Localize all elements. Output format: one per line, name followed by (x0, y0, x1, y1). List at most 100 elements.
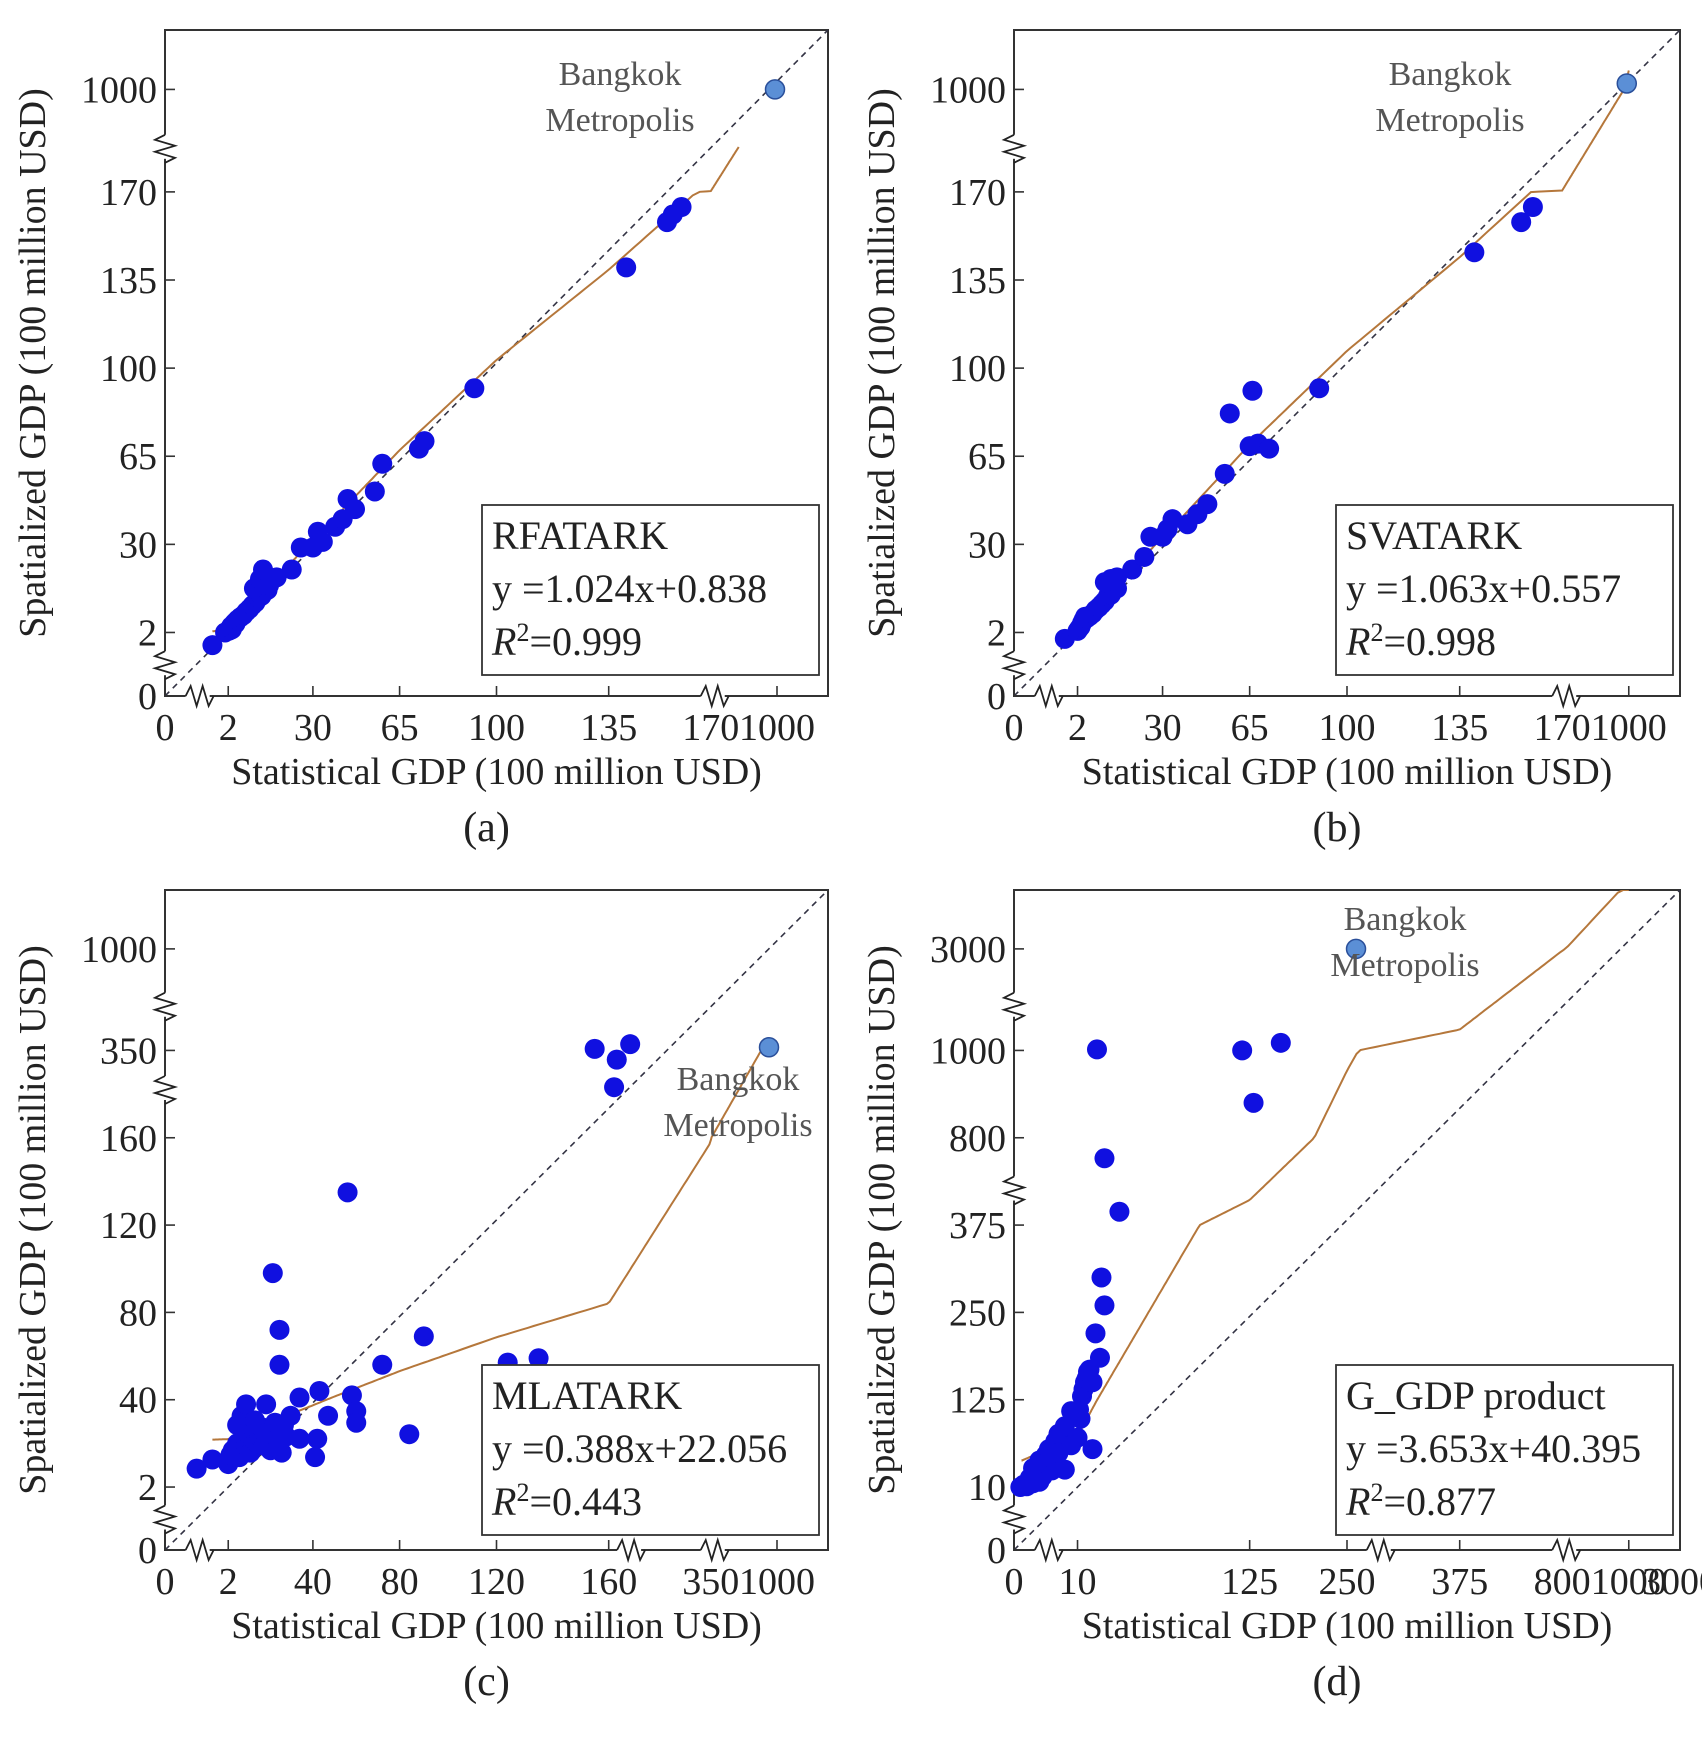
legend-model-name: G_GDP product (1346, 1373, 1606, 1418)
y-tick-label: 30 (119, 524, 157, 566)
data-point (1054, 1416, 1075, 1437)
data-point (414, 431, 435, 452)
axis-break-mark (1000, 134, 1028, 164)
y-tick-label: 135 (949, 260, 1006, 302)
data-point (528, 1348, 549, 1369)
axis-break-mark (1000, 1504, 1028, 1535)
data-point (345, 499, 366, 520)
data-point (604, 1077, 625, 1098)
axis-break-mark (184, 1536, 215, 1564)
bangkok-point (764, 79, 786, 100)
data-point (671, 196, 692, 217)
data-point (1242, 380, 1263, 401)
y-axis-label: Spatialized GDP (100 million USD) (861, 88, 903, 638)
data-point (1309, 378, 1330, 399)
data-point (202, 635, 223, 656)
x-tick-label: 1000 (1591, 1561, 1667, 1603)
x-tick-label: 0 (1005, 1561, 1024, 1603)
panel-caption: (b) (1313, 805, 1362, 851)
bangkok-annotation: Metropolis (1330, 947, 1479, 984)
legend-r2-value: =0.443 (529, 1479, 642, 1524)
data-point (1259, 438, 1280, 459)
y-tick-label: 0 (987, 676, 1006, 718)
x-tick-label: 100 (468, 707, 525, 749)
y-tick-label: 125 (949, 1380, 1006, 1422)
data-point (1243, 1092, 1264, 1113)
axis-break-mark (699, 682, 730, 710)
bangkok-point (1345, 938, 1367, 960)
data-point (312, 531, 333, 552)
data-point (372, 1354, 393, 1375)
y-axis-label: Spatialized GDP (100 million USD) (861, 945, 903, 1495)
legend-model-name: SVATARK (1346, 513, 1522, 558)
data-point (307, 1428, 328, 1449)
x-tick-label: 0 (156, 1561, 175, 1603)
x-tick-label: 135 (580, 707, 637, 749)
x-tick-label: 125 (1221, 1561, 1278, 1603)
data-point (1214, 463, 1235, 484)
x-tick-label: 10 (1059, 1561, 1097, 1603)
y-tick-label: 160 (100, 1118, 157, 1160)
x-tick-label: 350 (682, 1561, 739, 1603)
data-point (584, 1038, 605, 1059)
legend-r2-symbol: R (491, 1479, 516, 1524)
data-point (620, 1034, 641, 1055)
y-tick-label: 30 (968, 524, 1006, 566)
data-point (464, 378, 485, 399)
x-tick-label: 2 (1068, 707, 1087, 749)
x-tick-label: 2 (219, 707, 238, 749)
bangkok-point (1616, 73, 1638, 94)
axis-break-mark (184, 682, 215, 710)
y-tick-label: 2 (138, 612, 157, 654)
x-tick-label: 160 (580, 1561, 637, 1603)
legend-box (481, 504, 820, 676)
y-tick-label: 0 (987, 1530, 1006, 1572)
bangkok-annotation: Bangkok (1389, 56, 1512, 93)
legend-r2-value: =0.998 (1383, 619, 1496, 664)
data-point (1511, 212, 1532, 233)
x-axis-label: Statistical GDP (100 million USD) (231, 1605, 762, 1647)
y-tick-label: 375 (949, 1205, 1006, 1247)
y-tick-label: 80 (119, 1292, 157, 1334)
data-point (271, 1442, 292, 1463)
axis-break-mark (151, 1075, 179, 1105)
data-point (1094, 1148, 1115, 1169)
data-point (289, 1387, 310, 1408)
y-tick-label: 0 (138, 676, 157, 718)
legend-r2-sup: 2 (1370, 1478, 1383, 1507)
data-point (266, 567, 287, 588)
data-point (1082, 1372, 1103, 1393)
legend-r2-symbol: R (491, 619, 516, 664)
data-point (413, 1326, 434, 1347)
y-tick-label: 1000 (930, 1030, 1006, 1072)
y-tick-label: 40 (119, 1380, 157, 1422)
legend-r2-value: =0.999 (529, 619, 642, 664)
data-point (318, 1405, 339, 1426)
legend-box (1335, 1364, 1674, 1536)
data-point (1094, 1295, 1115, 1316)
axis-break-mark (616, 1536, 646, 1564)
y-tick-label: 65 (119, 436, 157, 478)
data-point (1082, 1439, 1103, 1460)
data-point (1089, 1347, 1110, 1368)
data-point (346, 1412, 367, 1433)
y-tick-label: 250 (949, 1292, 1006, 1334)
legend-equation: y =1.024x+0.838 (492, 566, 767, 611)
axis-break-mark (1033, 1536, 1064, 1564)
y-tick-label: 350 (100, 1030, 157, 1072)
y-tick-label: 1000 (81, 69, 157, 111)
data-point (1134, 546, 1155, 567)
panel-c: 0 2 40 80 120 160 350 10000240801201603501000St… (12, 889, 829, 1705)
data-point (1232, 1040, 1253, 1061)
bangkok-annotation: Bangkok (559, 56, 682, 93)
data-point (262, 1263, 283, 1284)
one-to-one-line (1013, 889, 1681, 1551)
data-point (341, 1385, 362, 1406)
y-tick-label: 100 (949, 348, 1006, 390)
legend-r2-symbol: R (1345, 1479, 1370, 1524)
x-tick-label: 250 (1319, 1561, 1376, 1603)
axis-break-mark (151, 991, 179, 1022)
data-point (256, 1394, 277, 1415)
bangkok-annotation: Bangkok (677, 1061, 800, 1098)
data-point (1219, 403, 1240, 424)
